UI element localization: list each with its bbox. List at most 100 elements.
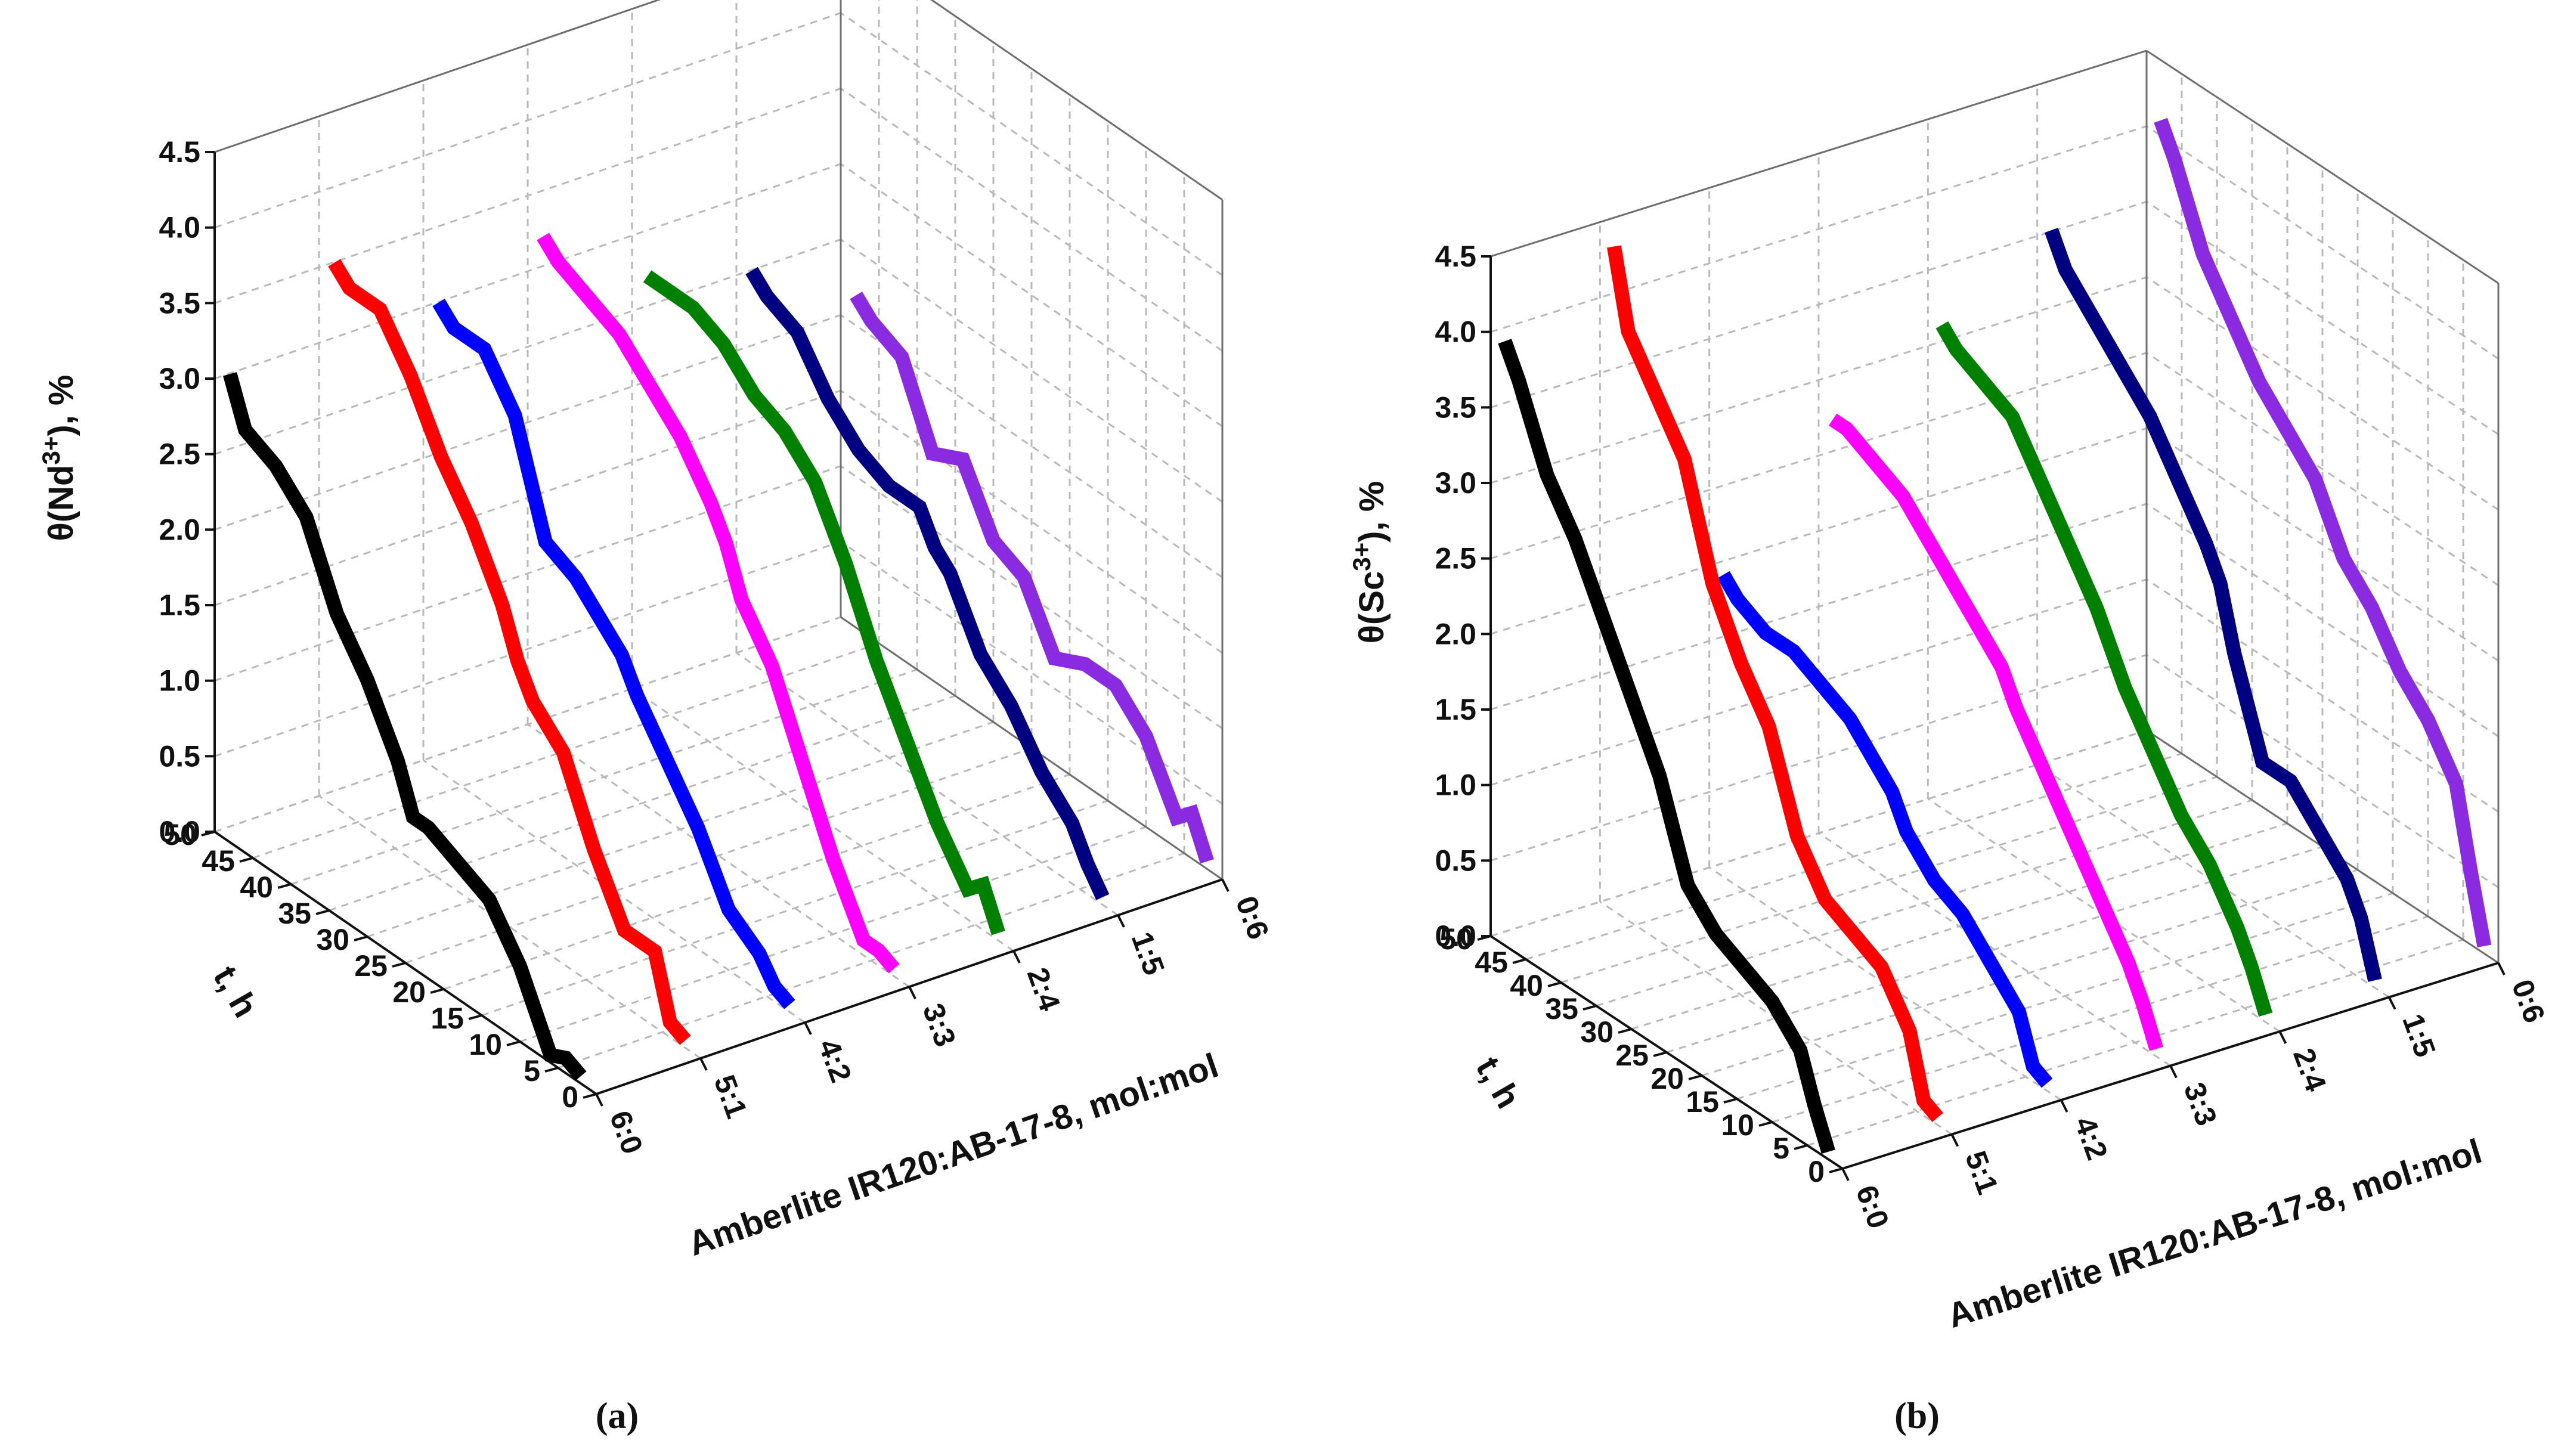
x-tick-label: 1:5 — [2396, 1009, 2442, 1061]
x-tick — [2169, 1065, 2178, 1079]
t-tick-label: 35 — [1545, 992, 1578, 1026]
grid-line — [1490, 352, 2147, 560]
t-tick-label: 5 — [1773, 1132, 1789, 1165]
x-axis-label: Amberlite IR120:AB-17-8, mol:mol — [1943, 1132, 2486, 1336]
z-tick-label: 3.5 — [1435, 391, 1476, 424]
grid-line — [2146, 654, 2499, 888]
grid-line — [1490, 653, 2147, 862]
x-tick-label: 6:0 — [1850, 1181, 1896, 1233]
x-tick — [595, 1093, 603, 1107]
x-tick — [1117, 915, 1125, 928]
grid-line — [1490, 729, 2147, 937]
t-tick-label: 20 — [1650, 1062, 1684, 1095]
grid-line — [2146, 276, 2499, 511]
grid-line — [1490, 125, 2147, 333]
t-tick — [1618, 1028, 1632, 1034]
x-tick — [1950, 1133, 1959, 1147]
grid-line — [214, 163, 841, 380]
t-tick — [315, 909, 330, 915]
x-tick-label: 5:1 — [708, 1071, 754, 1123]
t-tick — [239, 857, 253, 863]
t-tick — [1547, 981, 1562, 987]
t-tick — [1758, 1121, 1773, 1127]
frame-edge — [2146, 49, 2499, 284]
grid-line — [1701, 869, 2358, 1077]
x-tick-label: 2:4 — [2287, 1044, 2333, 1096]
axes: 0.0 0.5 1.0 1.5 2.0 2.5 3.0 3.5 4.0 4.5 05 10152025… — [1435, 240, 2551, 1233]
z-tick-label: 4.0 — [159, 211, 200, 244]
t-tick-label: 45 — [202, 844, 235, 878]
grid-line — [2146, 352, 2499, 586]
series-line-b-1-5 — [2044, 228, 2382, 982]
t-tick — [1723, 1098, 1738, 1104]
x-tick — [2497, 962, 2506, 975]
t-tick — [1829, 1167, 1843, 1173]
grid-line — [214, 616, 841, 833]
grid-line — [840, 541, 1223, 805]
t-tick — [1477, 935, 1491, 941]
t-tick-label: 50 — [163, 818, 197, 851]
t-tick — [1653, 1051, 1667, 1057]
t-tick — [354, 935, 368, 941]
y-axis-label: t, h — [206, 959, 265, 1024]
z-tick-label: 4.5 — [1435, 240, 1476, 273]
grid-line — [290, 668, 918, 885]
frame-edge — [214, 0, 661, 153]
grid-line — [329, 695, 956, 912]
x-tick — [2387, 996, 2396, 1010]
series-group — [223, 233, 1214, 1081]
grid-line — [481, 800, 1108, 1017]
t-tick — [506, 1040, 521, 1046]
grid-line — [1490, 276, 2147, 484]
z-tick-label: 2.0 — [1435, 617, 1476, 650]
z-tick-label: 1.5 — [1435, 693, 1476, 726]
t-tick-label: 25 — [1615, 1039, 1649, 1072]
grid-line — [443, 773, 1070, 990]
x-tick — [699, 1058, 708, 1071]
grid-line — [214, 465, 841, 682]
grid-line — [1525, 752, 2182, 961]
grid-line — [2146, 578, 2499, 813]
series-line-b-4-2 — [1717, 571, 2053, 1088]
grid-line — [631, 687, 1014, 952]
grid — [213, 0, 1224, 1095]
grid-line — [1666, 845, 2323, 1054]
z-axis-label: θ(Sc3+), % — [1348, 481, 1391, 644]
grid-line — [1490, 503, 2147, 711]
t-tick — [1512, 958, 1526, 964]
grid-line — [214, 87, 841, 304]
x-tick — [1012, 950, 1021, 964]
z-tick-label: 1.0 — [1435, 769, 1476, 802]
t-tick — [430, 988, 444, 994]
t-tick-label: 40 — [240, 870, 273, 904]
grid-line — [214, 314, 841, 531]
grid-line — [1807, 938, 2464, 1147]
series-line-a-4-2 — [432, 299, 795, 1009]
x-tick-label: 3:3 — [2178, 1078, 2223, 1130]
t-tick — [1688, 1074, 1702, 1080]
grid-line — [519, 826, 1147, 1043]
series-line-a-2-4 — [643, 270, 1005, 935]
grid-line — [1736, 892, 2393, 1100]
x-tick-label: 1:5 — [1125, 928, 1171, 980]
series-line-a-5-1 — [328, 259, 691, 1045]
t-tick — [1583, 1005, 1597, 1011]
t-tick-label: 10 — [469, 1028, 502, 1061]
grid-line — [558, 852, 1185, 1069]
chart-panel-b: 0.0 0.5 1.0 1.5 2.0 2.5 3.0 3.5 4.0 4.5 05 10152025… — [1348, 49, 2551, 1336]
x-tick — [1841, 1168, 1850, 1181]
grid-line — [423, 759, 806, 1024]
t-tick-label: 50 — [1439, 922, 1473, 956]
series-line-b-5-1 — [1607, 245, 1943, 1122]
x-tick-label: 6:0 — [603, 1107, 649, 1158]
grid-line — [1560, 776, 2218, 984]
z-tick-label: 3.0 — [1435, 466, 1476, 500]
grid-line — [1596, 799, 2253, 1007]
t-tick — [583, 1093, 597, 1099]
grid-line — [840, 163, 1223, 427]
z-tick-label: 2.5 — [1435, 542, 1476, 575]
x-tick-label: 0:6 — [1230, 892, 1275, 944]
frame — [1489, 49, 2500, 964]
t-tick-label: 10 — [1721, 1108, 1754, 1142]
